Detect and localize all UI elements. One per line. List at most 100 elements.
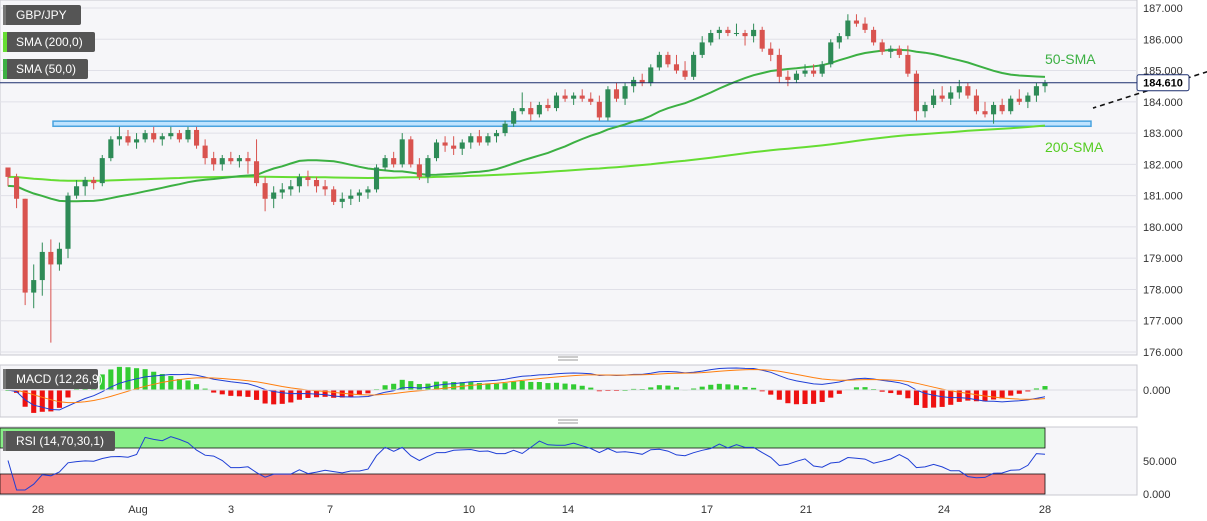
macd-histogram-bar [219,390,225,395]
macd-histogram-bar [185,380,191,390]
candle-body [236,158,242,162]
macd-histogram-bar [973,390,979,402]
macd-histogram-bar [596,390,602,392]
macd-resize-handle[interactable] [558,356,578,361]
candle-body [348,195,354,199]
macd-histogram-bar [639,388,645,390]
candle-body [699,42,705,55]
candle-body [356,192,362,196]
candle-body [313,180,320,187]
candle-body [836,36,842,43]
candle-body [331,189,337,202]
candle-body [1025,95,1031,102]
candle-body [716,29,722,34]
macd-histogram-bar [331,390,337,398]
macd-histogram-bar [288,390,294,403]
symbol-badge[interactable]: GBP/JPY [3,5,81,25]
date-tick-label: 17 [701,504,713,516]
macd-histogram-bar [853,387,860,390]
macd-histogram-bar [1042,386,1048,390]
candle-body [605,89,611,118]
macd-histogram-bar [253,390,260,400]
candle-body [879,42,885,52]
candle-body [528,108,534,115]
candle-body [185,129,191,140]
candle-body [571,95,577,99]
candle-body [785,76,791,80]
macd-histogram-bar [545,383,551,390]
macd-histogram-bar [665,385,671,390]
candle-body [596,101,602,118]
date-tick-label: 21 [800,504,812,516]
candle-body [416,164,422,177]
macd-histogram-bar [502,383,508,390]
sma50-badge[interactable]: SMA (50,0) [3,59,88,79]
candle-body [511,111,517,124]
macd-histogram-bar [22,390,28,407]
macd-histogram-bar [99,374,105,390]
candle-body [253,161,260,184]
macd-zero-tick: 0.000 [1143,385,1171,397]
macd-histogram-bar [39,390,45,412]
macd-histogram-bar [768,390,774,395]
date-tick-label: 24 [938,504,950,516]
macd-histogram-bar [142,369,148,390]
candle-body [708,33,714,43]
rsi-resize-handle[interactable] [558,419,578,424]
candle-body [433,142,440,159]
candle-body [459,142,465,149]
macd-histogram-bar [819,390,825,403]
macd-histogram-bar [151,371,157,390]
candle-body [502,123,508,134]
macd-histogram-bar [828,390,834,398]
macd-histogram-bar [1025,390,1031,392]
macd-histogram-bar [65,390,71,398]
candle-body [134,139,140,143]
macd-histogram-bar [528,381,534,390]
macd-histogram-bar [905,390,911,399]
macd-histogram-bar [553,382,560,390]
macd-badge[interactable]: MACD (12,26,9) [3,369,103,389]
candle-body [442,142,448,146]
macd-histogram-bar [1008,390,1014,396]
candle-body [296,176,302,187]
support-zone [52,120,1092,128]
last-price-tag: 184.610 [1136,74,1190,92]
candle-body [5,167,11,177]
macd-histogram-bar [493,383,500,390]
date-axis: 28 Aug 3 7 10 14 17 21 24 28 [32,504,1051,516]
macd-histogram-bar [356,390,362,396]
macd-histogram-bar [939,390,945,407]
candle-body [91,180,97,184]
macd-histogram-bar [785,390,791,404]
price-tick-label: 186.000 [1143,34,1183,46]
candle-body [31,280,37,293]
candle-body [656,54,662,68]
rsi-badge[interactable]: RSI (14,70,30,1) [3,431,115,451]
macd-histogram-bar [442,381,448,390]
macd-histogram-bar [56,390,62,408]
candle-body [973,95,979,112]
candle-body [168,133,174,137]
price-tick-label: 182.000 [1143,159,1183,171]
sma200-badge[interactable]: SMA (200,0) [3,32,95,52]
candle-body [82,180,88,187]
candle-body [339,198,345,202]
sma200-legend-label: SMA (200,0) [16,35,83,49]
macd-histogram-bar [228,390,234,396]
rsi-legend-label: RSI (14,70,30,1) [16,434,104,448]
candle-body [108,139,114,159]
candle-body [922,104,928,112]
macd-histogram-bar [648,387,654,390]
candle-body [211,158,217,165]
candle-body [648,67,654,84]
macd-histogram-bar [708,384,714,390]
candle-body [948,92,954,99]
candle-body [888,48,894,52]
macd-histogram-bar [108,369,114,390]
macd-histogram-bar [1033,388,1039,390]
rsi-overbought-zone [0,427,1046,449]
candle-body [776,54,782,77]
candle-body [639,79,645,84]
candle-body [468,136,474,143]
